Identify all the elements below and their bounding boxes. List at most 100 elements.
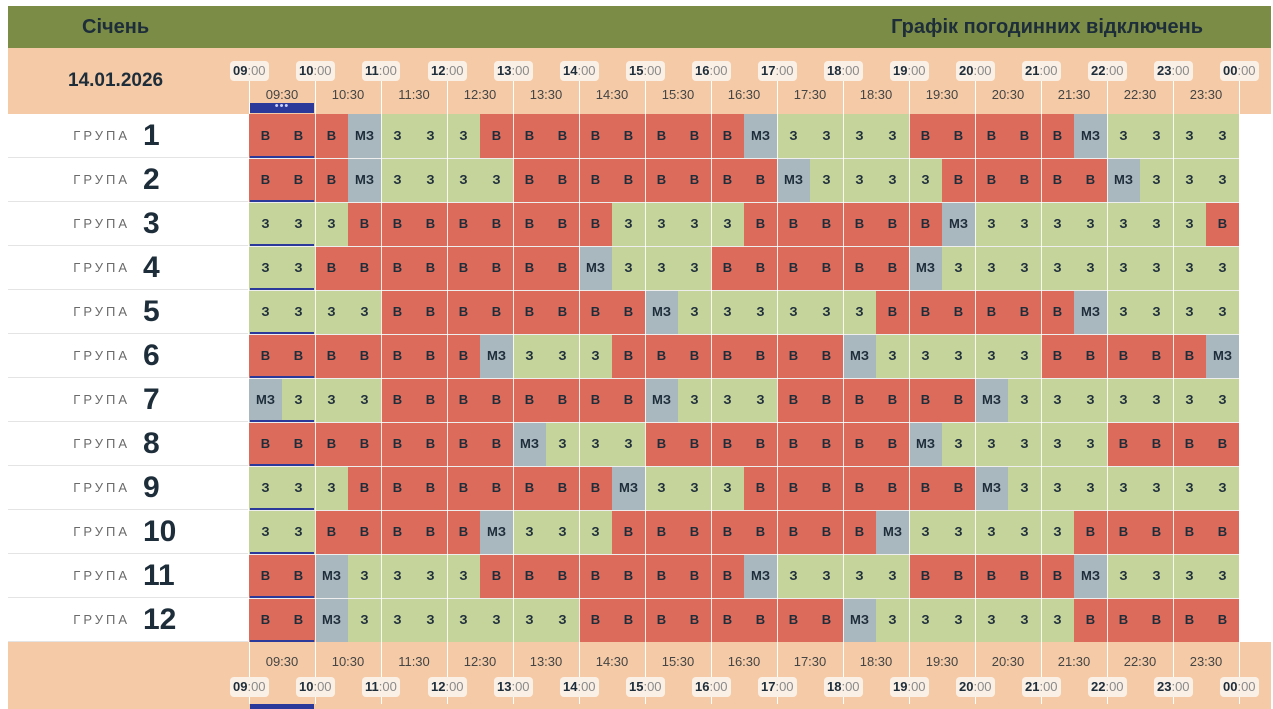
- current-time-marker-bottom: [250, 704, 314, 709]
- minute-value: :00: [775, 63, 794, 78]
- top-half-hour-label: 12:30: [463, 87, 497, 102]
- hour-value: 11: [365, 679, 379, 694]
- top-half-hour-label: 14:30: [595, 87, 629, 102]
- schedule-cell: МЗ: [909, 422, 942, 466]
- schedule-cell: З: [1173, 378, 1206, 422]
- schedule-cell: В: [843, 246, 876, 290]
- schedule-cell: В: [744, 466, 777, 510]
- schedule-cell: МЗ: [1107, 158, 1140, 202]
- group-number: 1: [143, 119, 160, 152]
- schedule-cell: В: [843, 378, 876, 422]
- schedule-cell: З: [513, 334, 546, 378]
- schedule-cell: В: [1008, 158, 1041, 202]
- schedule-cell: В: [480, 466, 513, 510]
- group-word: ГРУПА: [73, 568, 130, 583]
- schedule-cell: В: [447, 510, 480, 554]
- schedule-cell: В: [1074, 598, 1107, 642]
- grid-hour-divider: [909, 114, 910, 642]
- schedule-cell: В: [1041, 334, 1074, 378]
- schedule-cell: МЗ: [744, 554, 777, 598]
- hour-value: 18: [827, 679, 842, 694]
- schedule-cell: В: [546, 466, 579, 510]
- schedule-cell: В: [612, 158, 645, 202]
- schedule-cell: З: [249, 246, 282, 290]
- schedule-cell: В: [447, 422, 480, 466]
- bottom-hour-label: 19:00: [890, 677, 929, 697]
- hour-divider: [249, 80, 250, 114]
- schedule-cell: В: [381, 334, 414, 378]
- schedule-cell: З: [744, 378, 777, 422]
- hour-divider: [447, 642, 448, 704]
- schedule-cell: В: [579, 202, 612, 246]
- group-word: ГРУПА: [73, 392, 130, 407]
- schedule-cell: З: [843, 554, 876, 598]
- top-half-hour-label: 16:30: [727, 87, 761, 102]
- top-hour-label: 11:00: [362, 61, 400, 81]
- group-number: 3: [143, 207, 160, 240]
- schedule-cell: В: [513, 466, 546, 510]
- schedule-cell: З: [1041, 466, 1074, 510]
- schedule-cell: В: [249, 422, 282, 466]
- schedule-cell: МЗ: [975, 466, 1008, 510]
- schedule-cell: В: [348, 202, 381, 246]
- schedule-cell: З: [909, 334, 942, 378]
- schedule-cell: МЗ: [348, 114, 381, 158]
- schedule-cell: В: [744, 246, 777, 290]
- schedule-cell: З: [876, 554, 909, 598]
- schedule-cell: В: [282, 422, 315, 466]
- current-hour-row-marker: [250, 156, 314, 158]
- schedule-cell: В: [1206, 510, 1239, 554]
- schedule-cell: З: [1140, 378, 1173, 422]
- schedule-cell: З: [843, 290, 876, 334]
- schedule-cell: В: [282, 334, 315, 378]
- bottom-hour-label: 18:00: [824, 677, 863, 697]
- schedule-cell: В: [315, 246, 348, 290]
- bottom-half-hour-label: 19:30: [925, 654, 959, 669]
- group-word: ГРУПА: [73, 480, 130, 495]
- top-hour-label: 18:00: [824, 61, 863, 81]
- group-label-7: ГРУПА 7: [8, 378, 248, 422]
- schedule-cell: МЗ: [843, 598, 876, 642]
- schedule-cell: З: [480, 598, 513, 642]
- schedule-cell: В: [711, 554, 744, 598]
- bottom-half-hour-label: 21:30: [1057, 654, 1091, 669]
- schedule-cell: З: [1041, 510, 1074, 554]
- schedule-cell: З: [1206, 158, 1239, 202]
- top-half-hour-label: 15:30: [661, 87, 695, 102]
- schedule-cell: В: [612, 598, 645, 642]
- schedule-cell: В: [810, 466, 843, 510]
- schedule-cell: В: [447, 290, 480, 334]
- grid-hour-divider: [711, 114, 712, 642]
- schedule-cell: В: [1206, 422, 1239, 466]
- current-hour-row-marker: [250, 464, 314, 466]
- schedule-cell: МЗ: [480, 334, 513, 378]
- schedule-cell: З: [348, 290, 381, 334]
- row-separator: [249, 378, 1239, 379]
- schedule-cell: З: [1041, 246, 1074, 290]
- schedule-cell: В: [777, 510, 810, 554]
- hour-divider: [645, 642, 646, 704]
- schedule-cell: З: [975, 510, 1008, 554]
- hour-divider: [381, 80, 382, 114]
- schedule-cell: МЗ: [513, 422, 546, 466]
- schedule-cell: В: [810, 422, 843, 466]
- schedule-cell: З: [1140, 114, 1173, 158]
- minute-value: :00: [313, 679, 332, 694]
- top-half-hour-label: 22:30: [1123, 87, 1157, 102]
- schedule-cell: В: [579, 598, 612, 642]
- schedule-cell: З: [975, 202, 1008, 246]
- minute-value: :00: [973, 63, 992, 78]
- schedule-cell: В: [612, 334, 645, 378]
- group-number: 9: [143, 471, 160, 504]
- minute-value: :00: [445, 679, 464, 694]
- schedule-cell: В: [1041, 554, 1074, 598]
- schedule-cell: З: [579, 422, 612, 466]
- bottom-half-hour-label: 12:30: [463, 654, 497, 669]
- schedule-cell: В: [480, 554, 513, 598]
- schedule-cell: В: [480, 114, 513, 158]
- schedule-cell: В: [315, 510, 348, 554]
- schedule-cell: В: [381, 290, 414, 334]
- schedule-cell: МЗ: [612, 466, 645, 510]
- schedule-cell: МЗ: [1206, 334, 1239, 378]
- top-hour-label: 19:00: [890, 61, 929, 81]
